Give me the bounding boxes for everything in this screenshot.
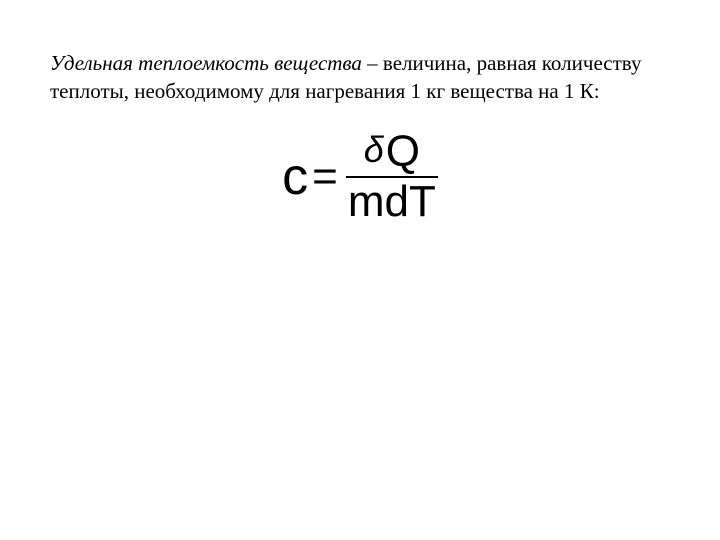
formula-wrap: c = δQ mdT [282, 130, 438, 224]
formula-denominator: mdT [346, 178, 438, 224]
formula-lhs: c [282, 147, 308, 207]
formula-numerator: δQ [362, 130, 422, 176]
definition-paragraph: Удельная теплоемкость вещества – величин… [50, 49, 670, 106]
delta-symbol: δ [364, 129, 384, 170]
formula-fraction: δQ mdT [346, 130, 438, 224]
formula: c = δQ mdT [50, 130, 670, 224]
dash: – [362, 51, 383, 75]
term-text: Удельная теплоемкость вещества [50, 51, 362, 75]
q-symbol: Q [386, 127, 420, 176]
slide-page: Удельная теплоемкость вещества – величин… [0, 0, 720, 540]
formula-equals: = [312, 152, 338, 202]
